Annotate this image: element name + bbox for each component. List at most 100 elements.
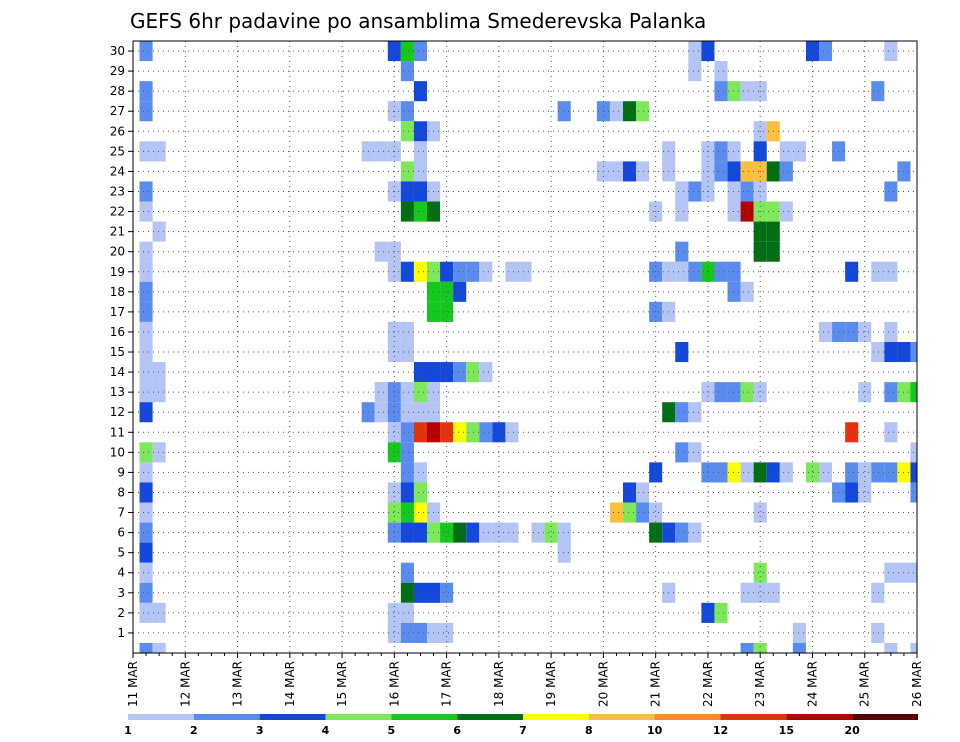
precip-cell [871, 462, 885, 483]
precip-cell [675, 522, 689, 543]
colorbar-swatch [128, 714, 194, 720]
precip-cell [139, 582, 153, 603]
precip-cell [387, 602, 401, 623]
y-tick-label: 9 [117, 465, 125, 479]
precip-cell [139, 201, 153, 222]
precip-cell [505, 522, 519, 543]
precip-cell [387, 482, 401, 503]
y-tick-label: 27 [110, 104, 125, 118]
precip-cell [714, 61, 728, 82]
y-tick-label: 4 [117, 566, 125, 580]
precip-cell [413, 422, 427, 443]
precip-cell [727, 281, 741, 302]
precip-cell [688, 442, 702, 463]
precip-cell [871, 81, 885, 102]
precip-cell [413, 41, 427, 62]
precip-cell [753, 642, 767, 653]
x-tick-label: 23 MAR [753, 661, 767, 707]
precip-cell [871, 582, 885, 603]
precip-cell [714, 81, 728, 102]
y-tick-label: 16 [110, 325, 125, 339]
precip-cell [636, 101, 650, 122]
colorbar-label: 3 [256, 724, 264, 737]
precip-cell [740, 161, 754, 182]
y-tick-label: 7 [117, 506, 125, 520]
colorbar-label: 5 [388, 724, 396, 737]
precip-cell [910, 642, 917, 653]
y-tick-label: 21 [110, 225, 125, 239]
precip-cell [714, 141, 728, 162]
precip-cell [413, 362, 427, 383]
precip-cell [139, 301, 153, 322]
precip-cell [714, 382, 728, 403]
colorbar-label: 4 [322, 724, 330, 737]
precip-cell [688, 181, 702, 202]
precip-cell [858, 462, 872, 483]
precip-cell [636, 502, 650, 523]
precip-cell [413, 201, 427, 222]
precip-cell [387, 402, 401, 423]
y-tick-label: 3 [117, 586, 125, 600]
precip-cell [753, 582, 767, 603]
y-tick-label: 25 [110, 144, 125, 158]
y-tick-label: 24 [110, 164, 125, 178]
precip-cell [413, 121, 427, 142]
precip-cell [413, 462, 427, 483]
x-axis: 11 MAR 12 MAR 13 MAR 14 MAR 15 MAR 16 MAR 17 M… [126, 653, 924, 707]
precip-cell [152, 362, 166, 383]
x-tick-label: 16 MAR [387, 661, 401, 707]
precip-cell [740, 642, 754, 653]
precip-cell [139, 462, 153, 483]
precip-cell [884, 642, 898, 653]
precip-cell [727, 81, 741, 102]
y-tick-label: 28 [110, 84, 125, 98]
precip-cell [374, 402, 388, 423]
precip-cell [871, 622, 885, 643]
colorbar-label: 6 [453, 724, 461, 737]
x-tick-label: 21 MAR [649, 661, 663, 707]
y-tick-label: 10 [110, 445, 125, 459]
precip-cell [139, 562, 153, 583]
precip-cell [400, 341, 414, 363]
y-tick-label: 12 [110, 405, 125, 419]
precip-cell [609, 502, 623, 523]
precip-cell [413, 582, 427, 603]
precip-cell [505, 422, 519, 443]
precip-cell [139, 402, 153, 423]
precip-cell [440, 362, 454, 383]
x-tick-label: 18 MAR [492, 661, 506, 707]
precip-cell [400, 321, 414, 342]
precip-cell [466, 522, 480, 543]
y-tick-label: 11 [110, 425, 125, 439]
precip-cell [884, 462, 898, 483]
x-tick-label: 17 MAR [440, 661, 454, 707]
precip-cell [688, 61, 702, 82]
precip-cell [727, 261, 741, 282]
precip-cell [740, 382, 754, 403]
y-axis: 1234567891011121314151617181920212223242… [110, 44, 133, 640]
precip-cell [400, 61, 414, 82]
precip-cell [413, 181, 427, 202]
precip-cell [139, 542, 153, 563]
precip-cells [139, 41, 917, 653]
y-tick-label: 8 [117, 485, 125, 499]
precip-cell [152, 602, 166, 623]
precip-cell [557, 542, 571, 563]
colorbar-swatch [193, 714, 260, 720]
precip-cell [400, 382, 414, 403]
precip-cell [779, 141, 793, 162]
precip-cell [400, 121, 414, 142]
precip-cell [413, 261, 427, 282]
precip-cell [727, 382, 741, 403]
precip-cell [139, 482, 153, 503]
precip-cell [675, 201, 689, 222]
precip-cell [387, 502, 401, 523]
precip-cell [792, 642, 806, 653]
precip-cell [675, 261, 689, 282]
precip-cell [858, 382, 872, 403]
precip-cell [400, 622, 414, 643]
precip-cell [884, 382, 898, 403]
x-tick-label: 15 MAR [335, 661, 349, 707]
y-tick-label: 6 [117, 526, 125, 540]
y-tick-label: 1 [117, 626, 125, 640]
